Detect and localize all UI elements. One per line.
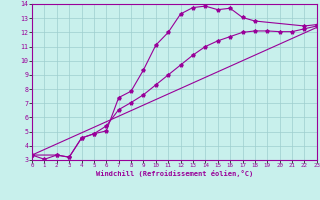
X-axis label: Windchill (Refroidissement éolien,°C): Windchill (Refroidissement éolien,°C) xyxy=(96,170,253,177)
